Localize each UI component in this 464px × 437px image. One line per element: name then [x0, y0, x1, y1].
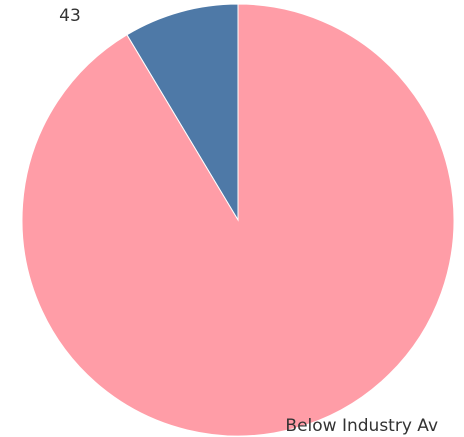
pie-slice-1[interactable]	[21, 3, 455, 437]
slice-value-label-0: 43	[59, 6, 81, 26]
pie-slices	[21, 3, 455, 437]
pie-slice-0[interactable]	[126, 3, 239, 222]
slice-category-label-1: Below Industry Av	[285, 416, 438, 436]
